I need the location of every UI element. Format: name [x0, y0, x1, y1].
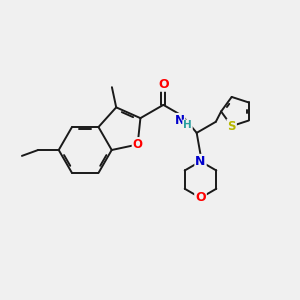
- Text: N: N: [195, 155, 206, 168]
- Text: N: N: [175, 114, 184, 127]
- Text: O: O: [195, 191, 206, 204]
- Text: S: S: [227, 120, 236, 133]
- Text: O: O: [158, 78, 169, 91]
- Text: H: H: [183, 120, 192, 130]
- Text: O: O: [133, 138, 142, 151]
